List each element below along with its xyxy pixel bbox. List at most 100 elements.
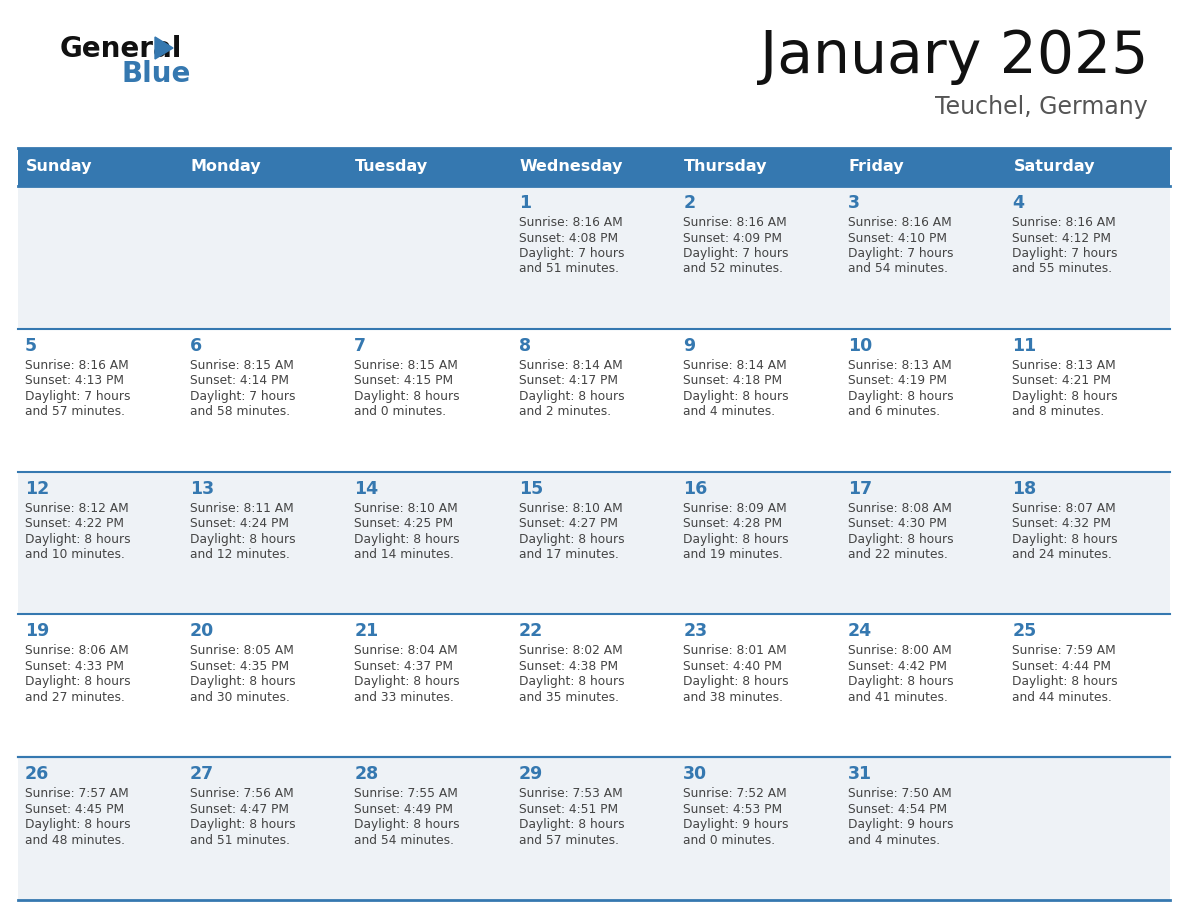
- Text: Sunset: 4:14 PM: Sunset: 4:14 PM: [190, 375, 289, 387]
- Bar: [676, 148, 841, 186]
- Text: Sunset: 4:37 PM: Sunset: 4:37 PM: [354, 660, 453, 673]
- Text: Sunset: 4:25 PM: Sunset: 4:25 PM: [354, 517, 454, 530]
- Text: and 55 minutes.: and 55 minutes.: [1012, 263, 1112, 275]
- Bar: [18, 148, 183, 186]
- Text: Sunrise: 8:07 AM: Sunrise: 8:07 AM: [1012, 501, 1117, 515]
- Text: 8: 8: [519, 337, 531, 354]
- Text: Sunset: 4:44 PM: Sunset: 4:44 PM: [1012, 660, 1112, 673]
- Text: Saturday: Saturday: [1013, 160, 1095, 174]
- Text: Sunset: 4:51 PM: Sunset: 4:51 PM: [519, 802, 618, 816]
- Text: Daylight: 8 hours: Daylight: 8 hours: [519, 818, 625, 831]
- Text: Daylight: 8 hours: Daylight: 8 hours: [354, 676, 460, 688]
- Text: Sunrise: 8:16 AM: Sunrise: 8:16 AM: [25, 359, 128, 372]
- Text: Sunset: 4:38 PM: Sunset: 4:38 PM: [519, 660, 618, 673]
- Text: 31: 31: [848, 766, 872, 783]
- Text: Sunrise: 8:15 AM: Sunrise: 8:15 AM: [354, 359, 459, 372]
- Text: 20: 20: [190, 622, 214, 641]
- Text: and 0 minutes.: and 0 minutes.: [683, 834, 776, 846]
- Text: Sunset: 4:21 PM: Sunset: 4:21 PM: [1012, 375, 1112, 387]
- Text: and 14 minutes.: and 14 minutes.: [354, 548, 454, 561]
- Text: Sunset: 4:45 PM: Sunset: 4:45 PM: [25, 802, 124, 816]
- Text: Tuesday: Tuesday: [355, 160, 428, 174]
- Text: Daylight: 8 hours: Daylight: 8 hours: [1012, 676, 1118, 688]
- Text: Sunrise: 8:16 AM: Sunrise: 8:16 AM: [848, 216, 952, 229]
- Text: Sunrise: 8:13 AM: Sunrise: 8:13 AM: [1012, 359, 1117, 372]
- Text: Sunrise: 7:56 AM: Sunrise: 7:56 AM: [190, 788, 293, 800]
- Text: and 19 minutes.: and 19 minutes.: [683, 548, 783, 561]
- Text: and 38 minutes.: and 38 minutes.: [683, 691, 783, 704]
- Text: Daylight: 8 hours: Daylight: 8 hours: [25, 818, 131, 831]
- Text: Sunset: 4:32 PM: Sunset: 4:32 PM: [1012, 517, 1112, 530]
- Bar: [512, 148, 676, 186]
- Text: Sunrise: 8:12 AM: Sunrise: 8:12 AM: [25, 501, 128, 515]
- Text: Daylight: 7 hours: Daylight: 7 hours: [190, 390, 295, 403]
- Text: and 30 minutes.: and 30 minutes.: [190, 691, 290, 704]
- Polygon shape: [154, 37, 173, 59]
- Text: 11: 11: [1012, 337, 1037, 354]
- Text: 22: 22: [519, 622, 543, 641]
- Text: Daylight: 8 hours: Daylight: 8 hours: [519, 676, 625, 688]
- Text: Daylight: 8 hours: Daylight: 8 hours: [354, 532, 460, 545]
- Text: Sunset: 4:08 PM: Sunset: 4:08 PM: [519, 231, 618, 244]
- Text: Sunrise: 8:16 AM: Sunrise: 8:16 AM: [519, 216, 623, 229]
- Text: Daylight: 7 hours: Daylight: 7 hours: [848, 247, 953, 260]
- Text: Sunset: 4:47 PM: Sunset: 4:47 PM: [190, 802, 289, 816]
- Text: Sunset: 4:15 PM: Sunset: 4:15 PM: [354, 375, 454, 387]
- Text: and 51 minutes.: and 51 minutes.: [190, 834, 290, 846]
- Text: Daylight: 8 hours: Daylight: 8 hours: [848, 532, 954, 545]
- Text: and 33 minutes.: and 33 minutes.: [354, 691, 454, 704]
- Text: 15: 15: [519, 479, 543, 498]
- Text: and 48 minutes.: and 48 minutes.: [25, 834, 125, 846]
- Text: Sunset: 4:54 PM: Sunset: 4:54 PM: [848, 802, 947, 816]
- Text: 3: 3: [848, 194, 860, 212]
- Text: and 12 minutes.: and 12 minutes.: [190, 548, 290, 561]
- Text: Sunrise: 8:06 AM: Sunrise: 8:06 AM: [25, 644, 128, 657]
- Text: General: General: [61, 35, 183, 63]
- Text: Sunset: 4:40 PM: Sunset: 4:40 PM: [683, 660, 782, 673]
- Text: Sunrise: 7:57 AM: Sunrise: 7:57 AM: [25, 788, 128, 800]
- Text: Friday: Friday: [849, 160, 904, 174]
- Text: 12: 12: [25, 479, 49, 498]
- Text: 7: 7: [354, 337, 366, 354]
- Text: Sunrise: 8:16 AM: Sunrise: 8:16 AM: [1012, 216, 1117, 229]
- Text: 13: 13: [190, 479, 214, 498]
- Text: and 2 minutes.: and 2 minutes.: [519, 406, 611, 419]
- Text: Sunrise: 8:14 AM: Sunrise: 8:14 AM: [519, 359, 623, 372]
- Text: and 54 minutes.: and 54 minutes.: [848, 263, 948, 275]
- Text: 27: 27: [190, 766, 214, 783]
- Text: Sunset: 4:18 PM: Sunset: 4:18 PM: [683, 375, 783, 387]
- Text: Daylight: 8 hours: Daylight: 8 hours: [519, 532, 625, 545]
- Text: Daylight: 8 hours: Daylight: 8 hours: [190, 532, 295, 545]
- Text: Wednesday: Wednesday: [519, 160, 623, 174]
- Text: Sunrise: 8:05 AM: Sunrise: 8:05 AM: [190, 644, 293, 657]
- Text: 23: 23: [683, 622, 707, 641]
- Text: Daylight: 7 hours: Daylight: 7 hours: [519, 247, 624, 260]
- Text: Daylight: 8 hours: Daylight: 8 hours: [190, 676, 295, 688]
- Text: Sunrise: 7:50 AM: Sunrise: 7:50 AM: [848, 788, 952, 800]
- Text: Sunrise: 8:02 AM: Sunrise: 8:02 AM: [519, 644, 623, 657]
- Text: Sunset: 4:22 PM: Sunset: 4:22 PM: [25, 517, 124, 530]
- Text: Daylight: 7 hours: Daylight: 7 hours: [25, 390, 131, 403]
- Text: and 22 minutes.: and 22 minutes.: [848, 548, 948, 561]
- Text: Sunset: 4:17 PM: Sunset: 4:17 PM: [519, 375, 618, 387]
- Bar: [18, 757, 1170, 900]
- Text: and 24 minutes.: and 24 minutes.: [1012, 548, 1112, 561]
- Text: and 41 minutes.: and 41 minutes.: [848, 691, 948, 704]
- Text: Sunrise: 8:14 AM: Sunrise: 8:14 AM: [683, 359, 786, 372]
- Text: Sunset: 4:35 PM: Sunset: 4:35 PM: [190, 660, 289, 673]
- Text: Sunrise: 8:08 AM: Sunrise: 8:08 AM: [848, 501, 952, 515]
- Text: Sunrise: 8:04 AM: Sunrise: 8:04 AM: [354, 644, 457, 657]
- Text: and 27 minutes.: and 27 minutes.: [25, 691, 125, 704]
- Text: Sunset: 4:24 PM: Sunset: 4:24 PM: [190, 517, 289, 530]
- Text: 17: 17: [848, 479, 872, 498]
- Bar: [183, 148, 347, 186]
- Text: Daylight: 7 hours: Daylight: 7 hours: [683, 247, 789, 260]
- Text: and 17 minutes.: and 17 minutes.: [519, 548, 619, 561]
- Text: and 54 minutes.: and 54 minutes.: [354, 834, 454, 846]
- Text: Daylight: 8 hours: Daylight: 8 hours: [190, 818, 295, 831]
- Text: Sunrise: 8:16 AM: Sunrise: 8:16 AM: [683, 216, 786, 229]
- Text: 14: 14: [354, 479, 378, 498]
- Text: and 35 minutes.: and 35 minutes.: [519, 691, 619, 704]
- Text: Daylight: 9 hours: Daylight: 9 hours: [683, 818, 789, 831]
- Text: 25: 25: [1012, 622, 1037, 641]
